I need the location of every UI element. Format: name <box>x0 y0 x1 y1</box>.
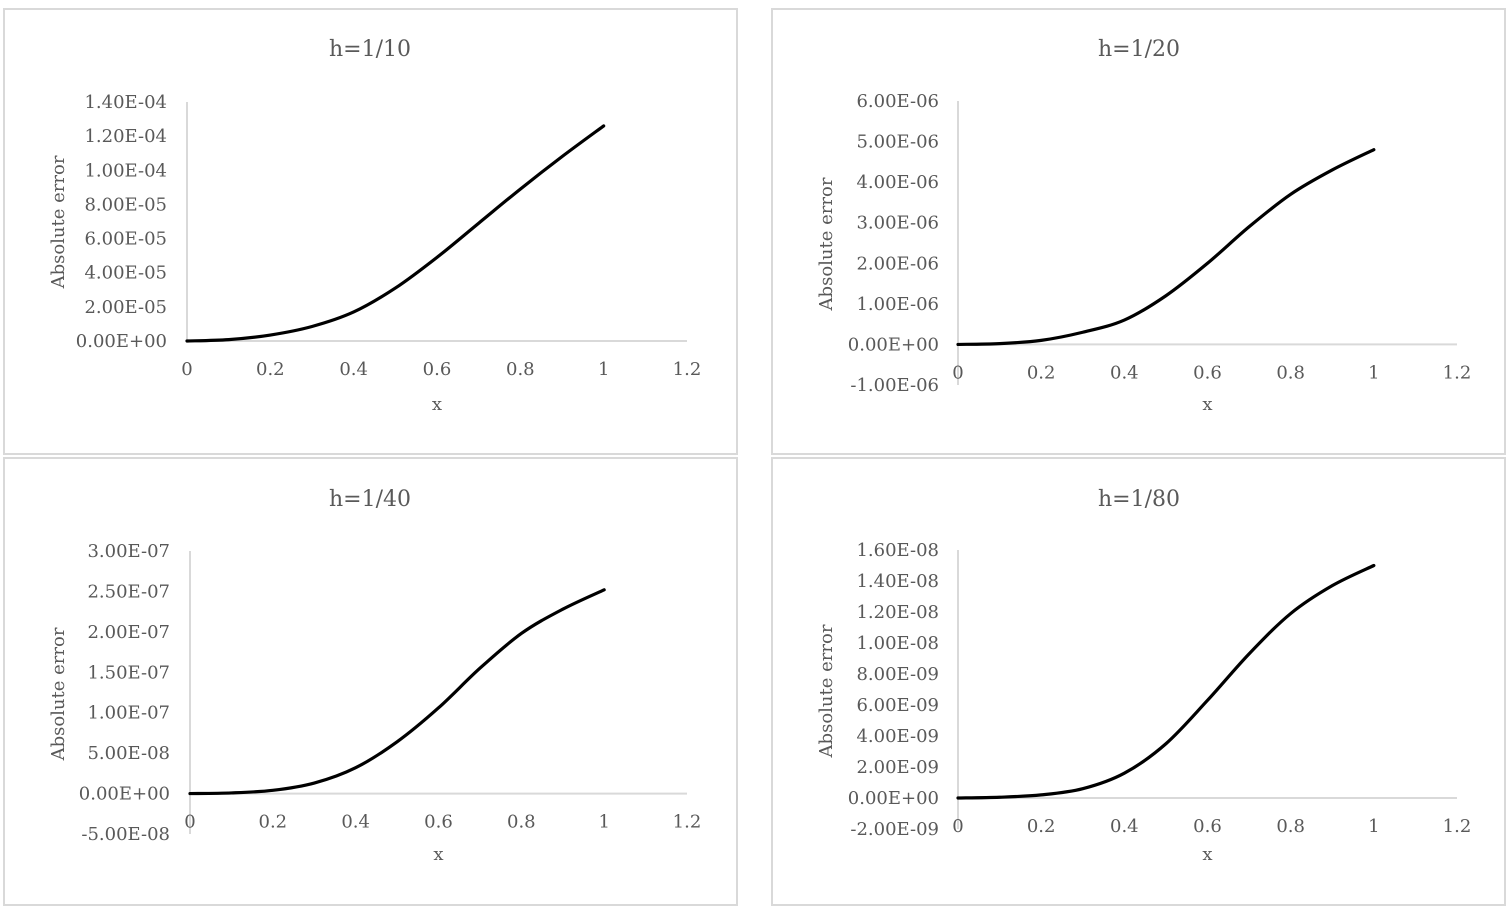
chart-panel-h-1-10 <box>3 8 738 455</box>
chart-panel-h-1-20 <box>771 8 1506 455</box>
chart-panel-h-1-40 <box>3 457 738 906</box>
chart-panel-h-1-80 <box>771 457 1506 906</box>
